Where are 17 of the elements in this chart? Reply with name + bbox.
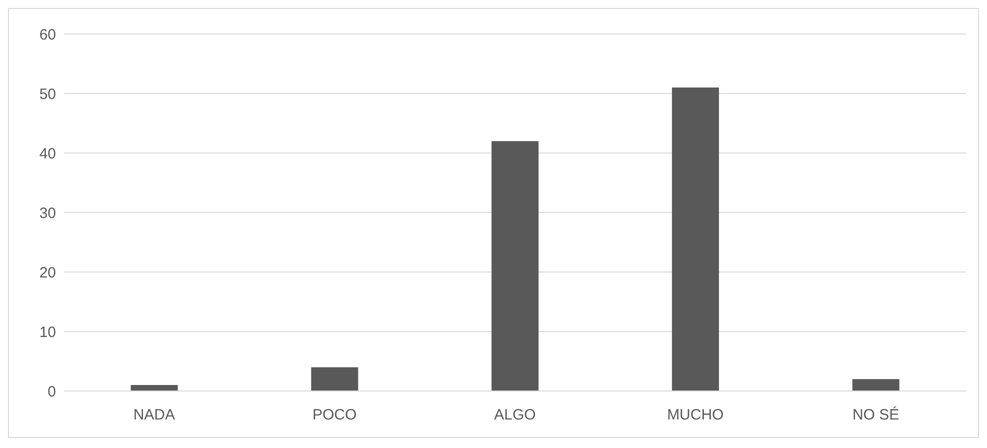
y-tick-label: 10 [39,324,56,341]
bar [852,379,900,391]
bar [311,367,358,391]
y-tick-label: 20 [39,264,56,282]
y-tick-label: 40 [39,145,56,162]
bar [492,141,539,391]
y-tick-label: 60 [39,26,56,44]
x-tick-label: POCO [312,406,357,424]
bar [672,88,719,391]
y-tick-label: 50 [39,86,56,103]
y-tick-label: 0 [48,383,56,400]
x-tick-label: ALGO [494,406,536,424]
bar [130,385,178,391]
x-tick-label: NO SÉ [852,406,900,424]
y-tick-label: 30 [39,204,56,222]
x-tick-label: NADA [133,406,176,424]
x-tick-label: MUCHO [667,406,724,424]
